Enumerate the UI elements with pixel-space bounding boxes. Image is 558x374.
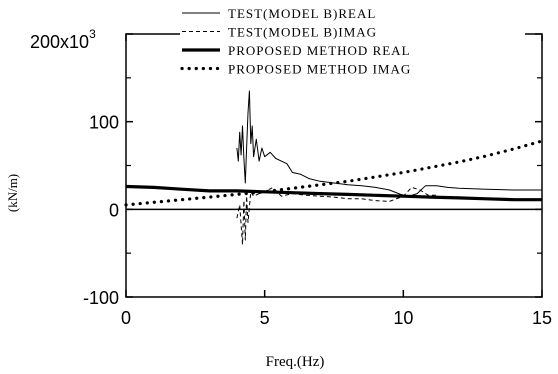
y-tick-label: -100 <box>83 288 119 308</box>
legend-bg <box>180 4 525 23</box>
x-tick-label: 15 <box>532 308 552 328</box>
y-tick-label: 100 <box>89 113 119 133</box>
series-line-3 <box>125 184 542 202</box>
legend-label-3: PROPOSED METHOD REAL <box>228 43 411 58</box>
legend-bg <box>180 22 525 41</box>
y-multiplier-label: 200x103 <box>30 27 96 52</box>
y-axis-label: (kN/m) <box>5 174 20 212</box>
x-tick-label: 5 <box>260 308 270 328</box>
legend-label-4: PROPOSED METHOD IMAG <box>228 62 411 77</box>
series-line-4 <box>124 139 544 207</box>
series-line-1 <box>236 90 542 197</box>
legend-label-1: TEST(MODEL B)REAL <box>228 6 376 21</box>
series-line-2 <box>236 186 437 245</box>
x-tick-label: 10 <box>393 308 413 328</box>
plot-area <box>124 90 544 245</box>
legend: TEST(MODEL B)REAL TEST(MODEL B)IMAG PROPOS… <box>180 4 525 78</box>
legend-bg <box>180 59 525 78</box>
y-tick-label: 0 <box>109 200 119 220</box>
x-tick-label: 0 <box>121 308 131 328</box>
x-axis-label: Freq.(Hz) <box>266 354 325 370</box>
legend-label-2: TEST(MODEL B)IMAG <box>228 25 377 40</box>
legend-bg <box>180 41 525 60</box>
